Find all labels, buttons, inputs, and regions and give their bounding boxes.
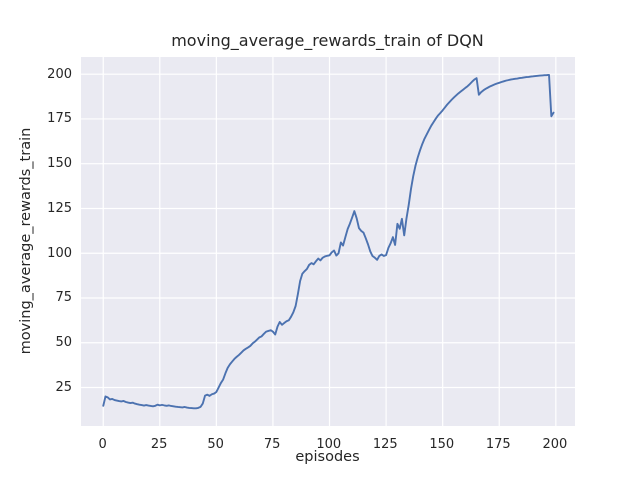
x-tick-label: 75 [263, 437, 281, 452]
y-tick-label: 175 [47, 111, 72, 127]
y-tick-label: 125 [47, 200, 72, 216]
x-tick-label: 150 [429, 437, 455, 452]
x-tick-label: 100 [316, 437, 342, 452]
plot-area [80, 57, 576, 426]
y-tick-label: 75 [55, 290, 72, 306]
y-tick-label: 150 [47, 156, 72, 172]
x-tick-label: 0 [98, 437, 107, 452]
reward-line [101, 73, 554, 410]
x-tick-label: 50 [207, 437, 224, 452]
x-tick-label: 125 [372, 437, 398, 452]
y-tick-label: 50 [55, 335, 72, 350]
chart-title: moving_average_rewards_train of DQN [171, 31, 484, 50]
x-tick-label: 25 [150, 437, 168, 452]
y-tick-label: 100 [47, 245, 72, 261]
line-plot-svg [80, 57, 576, 426]
y-tick-label: 25 [55, 379, 72, 395]
y-tick-label: 200 [47, 66, 72, 82]
x-tick-label: 175 [485, 437, 511, 452]
x-axis-label: episodes [295, 449, 360, 465]
x-tick-label: 200 [542, 437, 568, 452]
